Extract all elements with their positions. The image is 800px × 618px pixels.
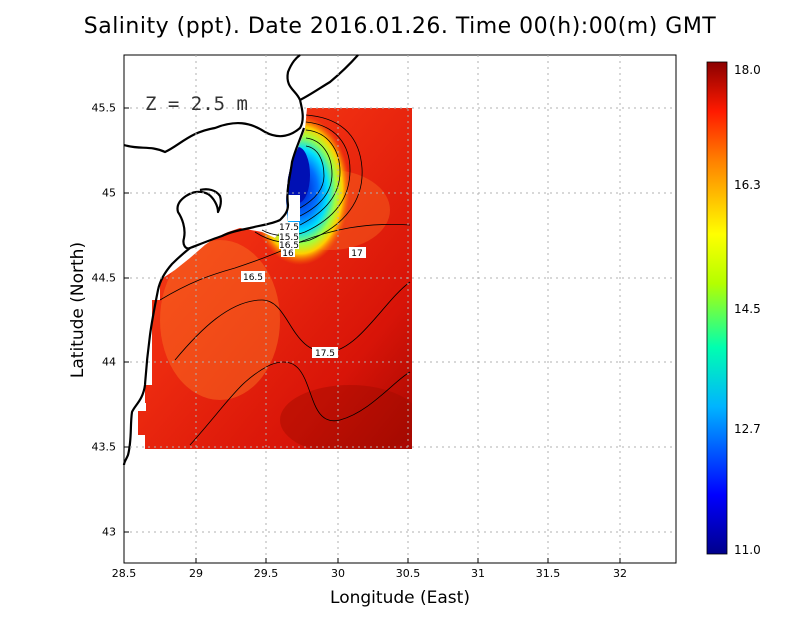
contour-label: 16.5 (243, 273, 263, 283)
colorbar-tick-label: 16.3 (734, 178, 761, 192)
contour-label-group: 17.5 16.5 17 17.5 15.5 16.5 16 (241, 222, 366, 359)
contour-label: 15.5 (279, 233, 299, 243)
contour-label: 17.5 (279, 223, 299, 233)
x-tick-label: 32 (613, 567, 627, 580)
tick-marks (123, 107, 621, 563)
y-axis-label: Latitude (North) (68, 241, 88, 379)
colorbar-tick-label: 18.0 (734, 63, 761, 77)
colorbar-tick-label: 12.7 (734, 422, 761, 436)
contour-label: 17 (351, 249, 362, 259)
y-tick-label: 44.5 (91, 271, 117, 285)
y-tick-label: 45.5 (91, 101, 117, 115)
y-tick-label: 44 (102, 355, 116, 369)
y-tick-label: 45 (102, 186, 116, 200)
coastal-land-cells (138, 195, 300, 411)
chart-title: Salinity (ppt). Date 2016.01.26. Time 00… (83, 14, 717, 39)
depth-label: Z = 2.5 m (145, 93, 248, 115)
coastline (122, 54, 359, 466)
colorbar (706, 61, 728, 555)
grid-lines (124, 55, 676, 563)
contour-label: 17.5 (315, 349, 335, 359)
x-tick-label: 31.5 (535, 567, 561, 580)
x-tick-label: 29 (189, 567, 203, 580)
contour-label: 16 (282, 249, 294, 259)
x-tick-label: 31 (471, 567, 485, 580)
x-tick-label: 30 (331, 567, 345, 580)
contour-label: 16.5 (279, 241, 299, 251)
colorbar-tick-label: 11.0 (734, 543, 761, 557)
x-axis-label: Longitude (East) (330, 588, 470, 608)
x-tick-label: 28.5 (111, 567, 137, 580)
y-tick-label: 43.5 (91, 440, 117, 454)
colorbar-tick-label: 14.5 (734, 302, 761, 316)
x-tick-label: 30.5 (395, 567, 421, 580)
x-tick-label: 29.5 (253, 567, 279, 580)
y-tick-label: 43 (102, 525, 116, 539)
